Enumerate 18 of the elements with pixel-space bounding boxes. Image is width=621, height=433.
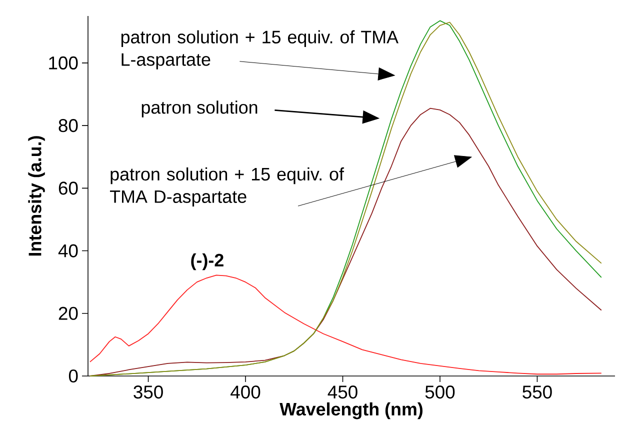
- x-tick-label: 450: [328, 386, 358, 399]
- x-tick-label: 400: [230, 386, 260, 399]
- y-tick-label: 80: [58, 119, 78, 132]
- line-series: [89, 274, 602, 375]
- x-tick-label: 550: [522, 386, 552, 399]
- x-tick-label: 500: [425, 386, 455, 399]
- y-tick-label: 40: [58, 244, 78, 258]
- x-tick-label: 350: [134, 386, 163, 399]
- x-axis-title: Wavelength (nm): [280, 402, 422, 420]
- annotation: patron solution + 15 equiv. of TMA L-aspartate: [121, 30, 398, 70]
- annotation: patron solution: [142, 100, 258, 118]
- y-tick-label: 20: [58, 306, 78, 320]
- annotation: (-)-2: [191, 253, 224, 270]
- y-tick-label: 0: [68, 369, 78, 383]
- y-tick-label: 60: [58, 182, 78, 195]
- y-axis-title: Intensity (a.u.): [28, 136, 45, 256]
- annotation: patron solution + 15 equiv. of TMA D-aspartate: [110, 167, 344, 207]
- y-tick-label: 100: [49, 56, 78, 70]
